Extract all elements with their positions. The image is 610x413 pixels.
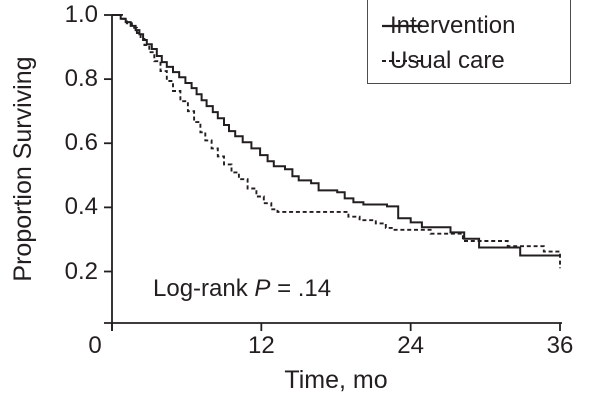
- dashed-line-swatch: [382, 60, 422, 62]
- solid-line-swatch: [382, 24, 422, 28]
- x-tick-label: 12: [247, 332, 275, 359]
- y-tick-label: 0.6: [64, 129, 98, 157]
- legend-box: Intervention Usual care: [367, 0, 571, 84]
- y-tick-label: 0.4: [64, 193, 98, 221]
- legend-entry-usual-care: Usual care: [382, 47, 505, 75]
- legend-entry-intervention: Intervention: [382, 12, 515, 40]
- log-rank-annotation: Log-rank P = .14: [153, 275, 331, 303]
- survival-curve-usual-care: [112, 14, 561, 269]
- survival-curve-intervention: [112, 14, 560, 257]
- x-tick-label: 0: [88, 332, 102, 359]
- y-tick-label: 0.8: [64, 65, 98, 93]
- legend-label: Usual care: [390, 47, 505, 74]
- annotation-prefix: Log-rank: [153, 275, 255, 302]
- y-tick-label: 1.0: [64, 1, 98, 28]
- annotation-value: = .14: [270, 275, 332, 302]
- x-tick-label: 36: [546, 332, 574, 359]
- y-axis-title: Proportion Surviving: [9, 56, 37, 282]
- annotation-p-symbol: P: [254, 275, 271, 302]
- x-tick-label: 24: [397, 332, 424, 359]
- x-axis-title: Time, mo: [284, 366, 388, 394]
- y-tick-label: 0.2: [64, 257, 98, 285]
